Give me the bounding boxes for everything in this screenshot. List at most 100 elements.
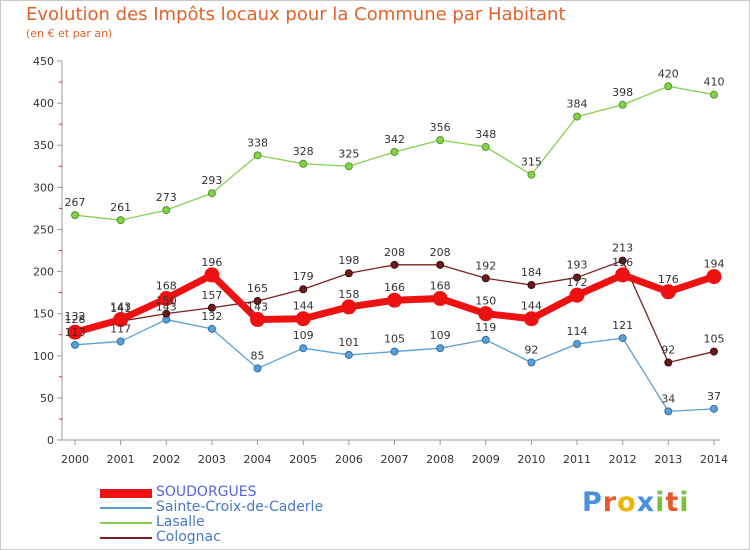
proxiti-logo: Proxiti bbox=[582, 487, 690, 518]
data-label-lasalle: 348 bbox=[475, 128, 496, 141]
data-point-lasalle bbox=[436, 136, 445, 145]
data-label-soudorgues: 158 bbox=[338, 288, 359, 301]
x-tick-label: 2000 bbox=[61, 453, 89, 466]
data-point-soudorgues bbox=[341, 299, 357, 315]
data-point-lasalle bbox=[207, 189, 216, 198]
data-label-colognac: 132 bbox=[65, 310, 86, 323]
data-point-soudorgues bbox=[158, 291, 174, 307]
data-label-colognac: 92 bbox=[661, 344, 675, 357]
data-label-sainte-croix-de-caderle: 117 bbox=[110, 322, 131, 335]
data-point-colognac bbox=[527, 281, 536, 290]
data-point-sainte-croix-de-caderle bbox=[116, 337, 125, 346]
data-label-lasalle: 356 bbox=[430, 121, 451, 134]
data-label-colognac: 150 bbox=[156, 295, 177, 308]
legend-swatch bbox=[100, 489, 152, 498]
data-point-lasalle bbox=[162, 206, 171, 215]
data-label-sainte-croix-de-caderle: 92 bbox=[524, 344, 538, 357]
x-tick-label: 2002 bbox=[152, 453, 180, 466]
data-point-colognac bbox=[207, 303, 216, 312]
y-tick-label: 450 bbox=[33, 55, 54, 68]
data-point-sainte-croix-de-caderle bbox=[344, 350, 353, 359]
logo-letter: o bbox=[617, 487, 637, 518]
legend-label: Lasalle bbox=[156, 514, 205, 530]
logo-letter: r bbox=[602, 487, 618, 518]
x-tick-label: 2012 bbox=[609, 453, 637, 466]
y-tick-label: 50 bbox=[40, 392, 54, 405]
data-label-lasalle: 261 bbox=[110, 201, 131, 214]
data-point-colognac bbox=[390, 260, 399, 269]
x-tick-label: 2006 bbox=[335, 453, 363, 466]
data-point-sainte-croix-de-caderle bbox=[664, 407, 673, 416]
data-point-lasalle bbox=[253, 151, 262, 160]
data-label-lasalle: 410 bbox=[703, 76, 724, 89]
x-tick-label: 2008 bbox=[426, 453, 454, 466]
data-label-soudorgues: 143 bbox=[247, 301, 268, 314]
data-point-lasalle bbox=[709, 90, 718, 99]
data-point-soudorgues bbox=[660, 284, 676, 300]
legend-swatch bbox=[100, 537, 152, 539]
data-label-soudorgues: 176 bbox=[658, 273, 679, 286]
data-point-soudorgues bbox=[204, 267, 220, 283]
data-point-sainte-croix-de-caderle bbox=[253, 364, 262, 373]
data-point-colognac bbox=[162, 309, 171, 318]
data-label-sainte-croix-de-caderle: 37 bbox=[707, 390, 721, 403]
data-point-lasalle bbox=[299, 159, 308, 168]
x-tick-label: 2007 bbox=[380, 453, 408, 466]
data-label-colognac: 165 bbox=[247, 282, 268, 295]
chart-title: Evolution des Impôts locaux pour la Comm… bbox=[26, 4, 566, 25]
data-point-lasalle bbox=[527, 170, 536, 179]
data-point-sainte-croix-de-caderle bbox=[299, 344, 308, 353]
data-label-sainte-croix-de-caderle: 109 bbox=[430, 329, 451, 342]
x-tick-label: 2014 bbox=[700, 453, 728, 466]
x-tick-label: 2005 bbox=[289, 453, 317, 466]
data-point-soudorgues bbox=[706, 269, 722, 285]
data-label-soudorgues: 196 bbox=[612, 256, 633, 269]
data-label-sainte-croix-de-caderle: 101 bbox=[338, 336, 359, 349]
data-label-soudorgues: 144 bbox=[293, 300, 314, 313]
legend-label: SOUDORGUES bbox=[156, 484, 257, 500]
data-point-colognac bbox=[573, 273, 582, 282]
x-tick-label: 2010 bbox=[517, 453, 545, 466]
data-label-soudorgues: 196 bbox=[201, 256, 222, 269]
data-label-sainte-croix-de-caderle: 119 bbox=[475, 321, 496, 334]
data-point-lasalle bbox=[390, 147, 399, 156]
y-tick-label: 300 bbox=[33, 181, 54, 194]
data-label-soudorgues: 143 bbox=[110, 301, 131, 314]
data-point-sainte-croix-de-caderle bbox=[207, 324, 216, 333]
data-point-lasalle bbox=[573, 112, 582, 121]
data-label-sainte-croix-de-caderle: 114 bbox=[567, 325, 588, 338]
data-label-colognac: 184 bbox=[521, 266, 542, 279]
data-point-soudorgues bbox=[569, 287, 585, 303]
data-point-lasalle bbox=[71, 211, 79, 220]
data-label-colognac: 213 bbox=[612, 242, 633, 255]
y-tick-label: 350 bbox=[33, 139, 54, 152]
data-point-soudorgues bbox=[432, 291, 448, 307]
data-label-colognac: 179 bbox=[293, 270, 314, 283]
data-point-lasalle bbox=[481, 142, 490, 151]
data-label-lasalle: 328 bbox=[293, 145, 314, 158]
data-label-sainte-croix-de-caderle: 109 bbox=[293, 329, 314, 342]
x-tick-label: 2004 bbox=[244, 453, 272, 466]
data-label-soudorgues: 144 bbox=[521, 300, 542, 313]
data-point-sainte-croix-de-caderle bbox=[527, 358, 536, 367]
data-label-sainte-croix-de-caderle: 105 bbox=[384, 333, 405, 346]
data-label-lasalle: 293 bbox=[201, 174, 222, 187]
data-point-colognac bbox=[709, 347, 718, 356]
x-tick-label: 2013 bbox=[654, 453, 682, 466]
data-label-colognac: 198 bbox=[338, 254, 359, 267]
logo-letter: t bbox=[665, 487, 680, 518]
data-label-lasalle: 325 bbox=[338, 147, 359, 160]
data-point-sainte-croix-de-caderle bbox=[71, 340, 79, 349]
y-tick-label: 150 bbox=[33, 308, 54, 321]
data-point-soudorgues bbox=[113, 312, 129, 328]
data-label-lasalle: 338 bbox=[247, 136, 268, 149]
data-point-soudorgues bbox=[386, 292, 402, 308]
x-tick-label: 2003 bbox=[198, 453, 226, 466]
data-point-lasalle bbox=[664, 82, 673, 91]
data-point-soudorgues bbox=[523, 311, 539, 327]
data-label-sainte-croix-de-caderle: 113 bbox=[65, 326, 86, 339]
data-point-sainte-croix-de-caderle bbox=[390, 347, 399, 356]
data-label-colognac: 157 bbox=[201, 289, 222, 302]
data-point-soudorgues bbox=[478, 306, 494, 322]
x-tick-label: 2009 bbox=[472, 453, 500, 466]
